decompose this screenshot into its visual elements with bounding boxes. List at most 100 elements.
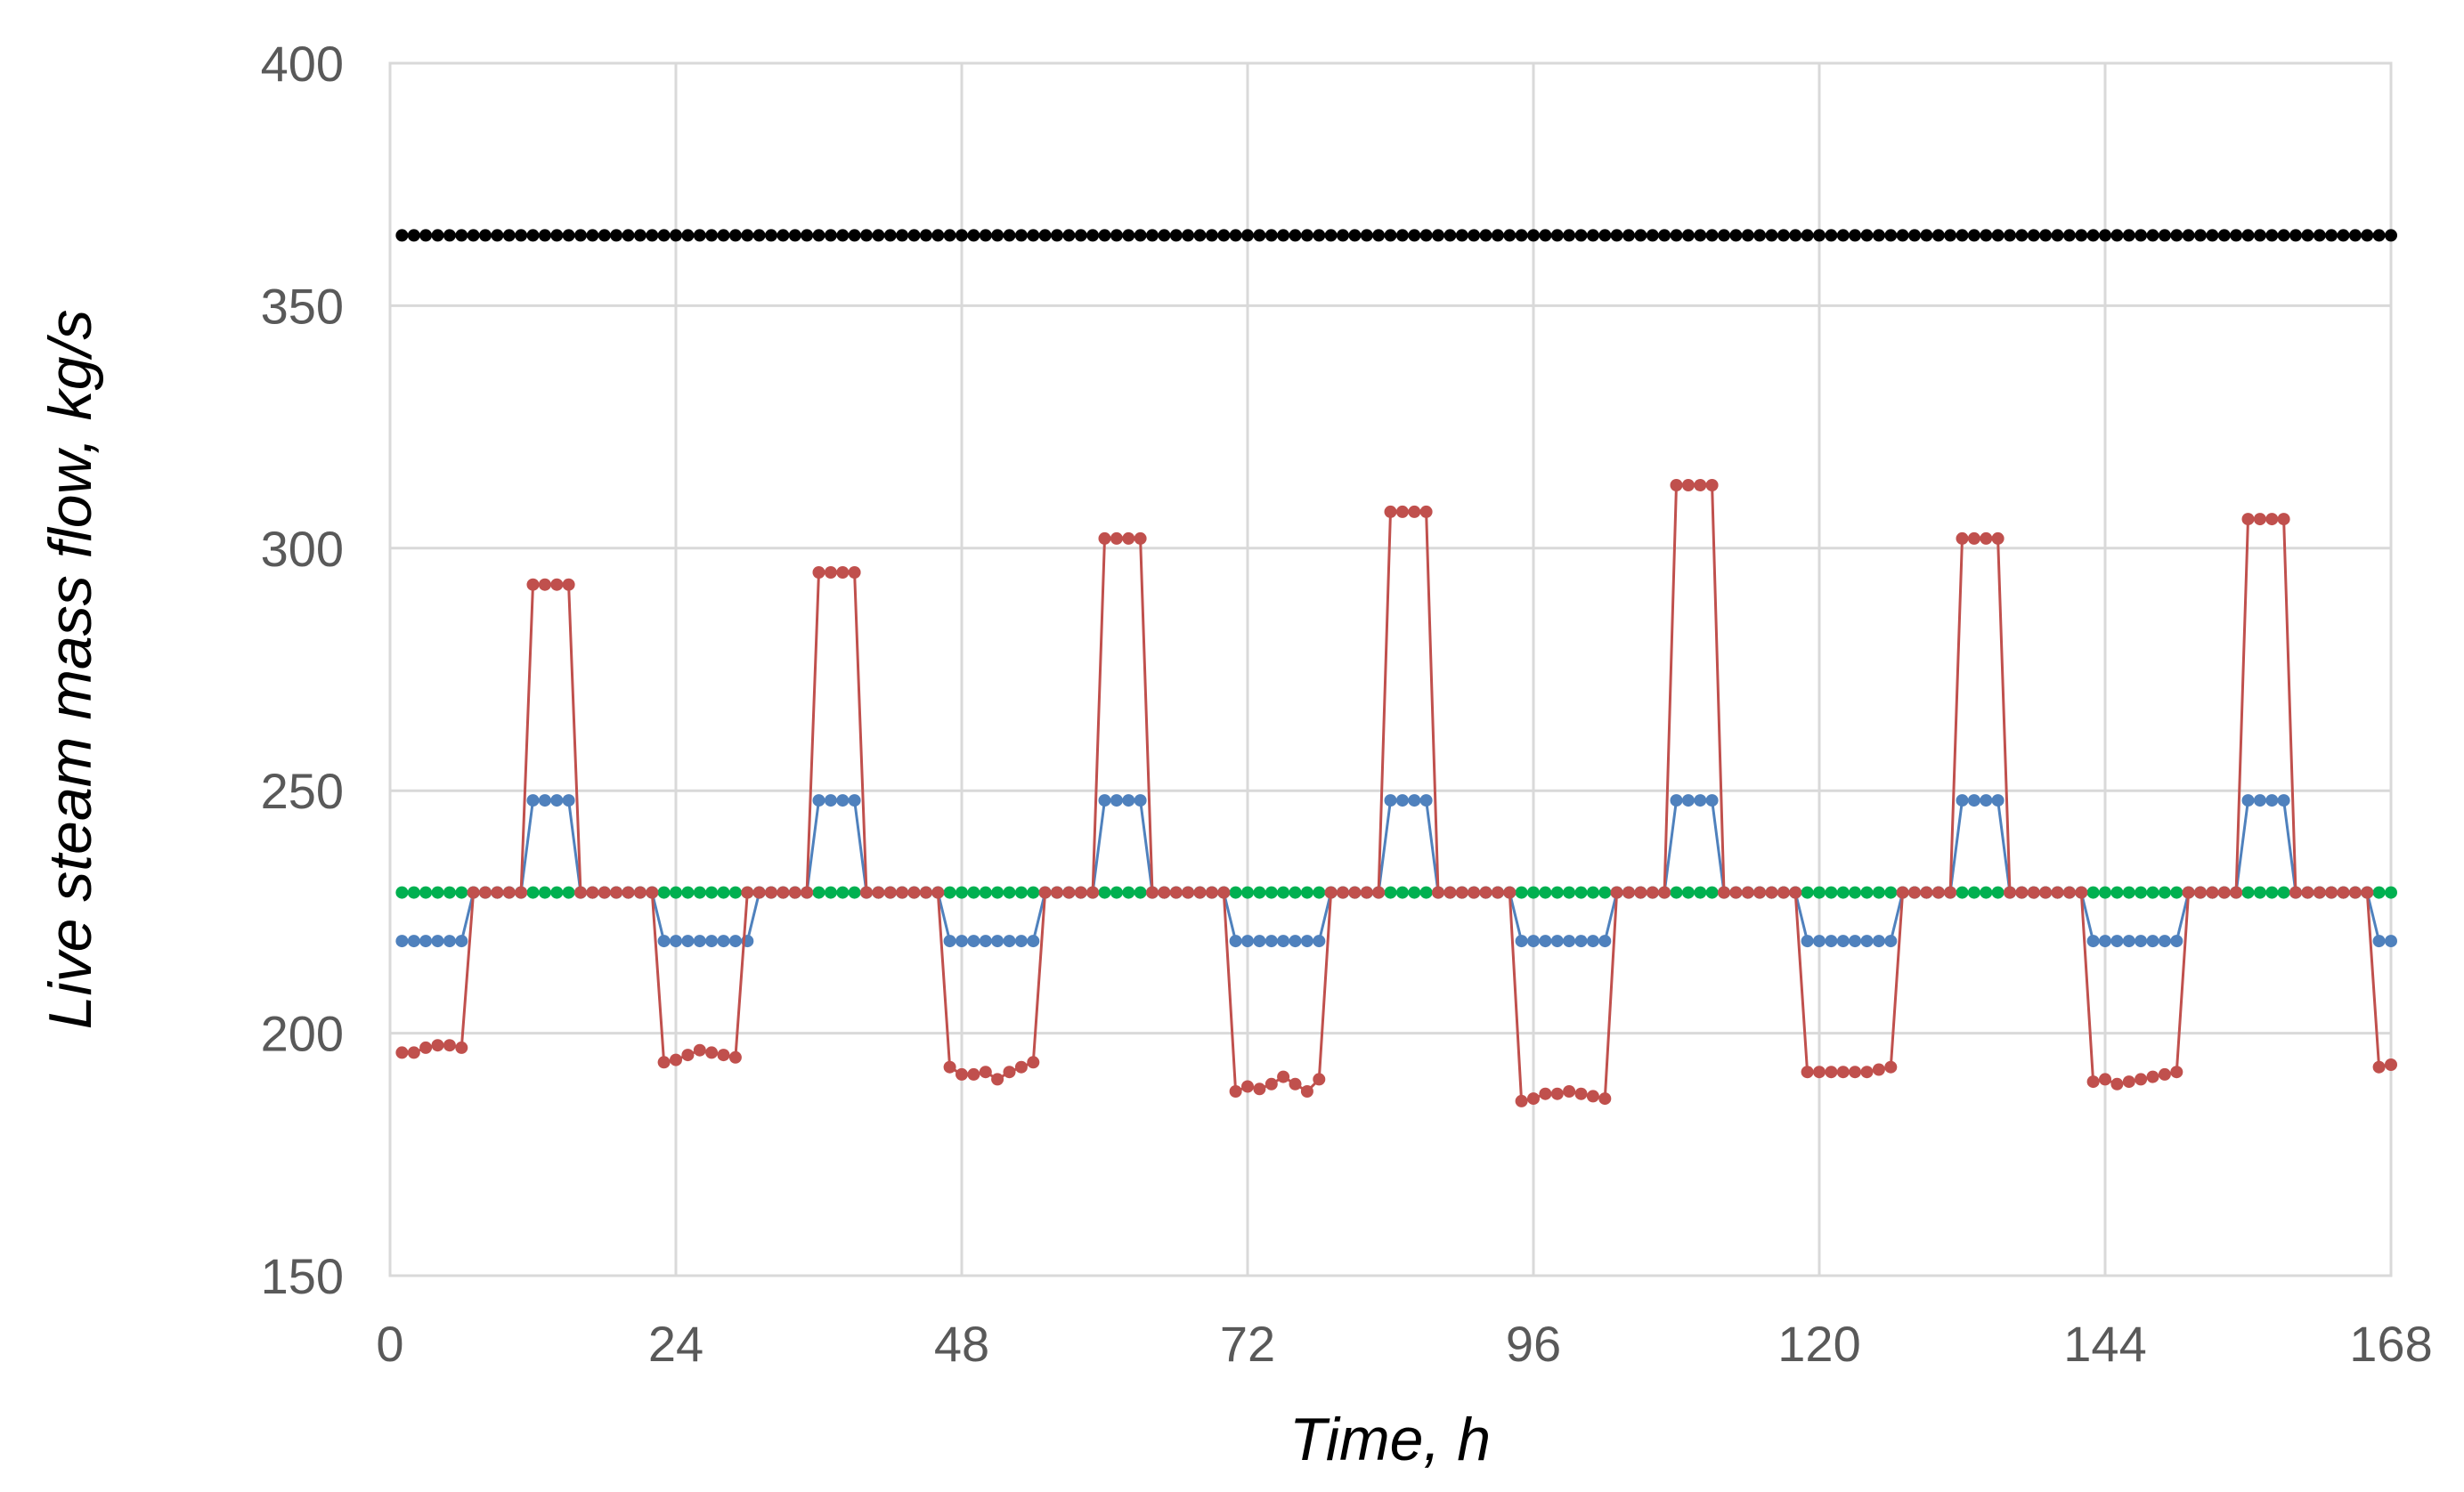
data-point (1801, 935, 1814, 948)
data-point (2158, 886, 2171, 899)
data-point (1610, 886, 1623, 899)
data-point (896, 229, 909, 242)
data-point (443, 229, 456, 242)
data-point (1670, 794, 1683, 807)
data-point (752, 886, 766, 899)
data-point (1360, 886, 1373, 899)
data-point (896, 886, 909, 899)
data-point (1408, 794, 1421, 807)
data-point (752, 229, 766, 242)
data-point (1825, 886, 1838, 899)
data-point (2004, 886, 2016, 899)
data-point (2253, 513, 2266, 526)
data-point (431, 1039, 444, 1052)
data-point (812, 886, 825, 899)
data-point (2170, 229, 2183, 242)
data-point (1694, 794, 1707, 807)
data-point (801, 229, 814, 242)
data-point (2313, 886, 2326, 899)
data-point (1610, 229, 1623, 242)
data-point (2194, 886, 2207, 899)
data-point (1241, 1080, 1254, 1093)
data-point (728, 229, 742, 242)
x-tick-label: 96 (1506, 1316, 1561, 1372)
data-point (2099, 886, 2111, 899)
data-point (1205, 886, 1218, 899)
data-point (2337, 886, 2350, 899)
data-point (2039, 229, 2053, 242)
data-point (1014, 1060, 1028, 1074)
data-point (705, 935, 719, 948)
data-point (705, 1046, 719, 1059)
plot-area (388, 61, 2393, 1277)
data-point (419, 935, 433, 948)
data-point (979, 229, 992, 242)
data-point (1884, 886, 1898, 899)
data-point (395, 229, 409, 242)
data-point (1908, 886, 1921, 899)
data-point (1765, 886, 1778, 899)
data-point (1825, 1066, 1838, 1079)
data-point (907, 886, 921, 899)
data-point (526, 578, 540, 591)
data-point (491, 886, 504, 899)
tick-labels: 150 200 250 300 350 400 0 24 48 72 96 120 144 168 (261, 36, 2433, 1372)
data-point (1550, 935, 1564, 948)
data-point (1372, 886, 1386, 899)
data-point (1074, 229, 1087, 242)
data-point (2086, 229, 2100, 242)
data-point (2265, 886, 2279, 899)
data-point (515, 229, 528, 242)
data-point (1896, 886, 1909, 899)
data-point (1991, 531, 2005, 545)
data-point (1956, 229, 1969, 242)
data-point (1967, 229, 1980, 242)
data-point (1586, 935, 1599, 948)
data-point (1694, 886, 1707, 899)
data-point (2265, 513, 2279, 526)
data-point (2206, 229, 2219, 242)
data-point (2027, 229, 2040, 242)
data-point (1980, 886, 1993, 899)
data-point (1158, 886, 1171, 899)
data-point (1860, 1066, 1874, 1079)
data-point (1443, 886, 1457, 899)
data-point (2385, 1058, 2397, 1071)
data-point (1229, 229, 1242, 242)
data-point (931, 229, 945, 242)
data-point (2385, 229, 2397, 242)
data-point (646, 229, 659, 242)
data-point (1777, 229, 1790, 242)
data-point (1182, 229, 1195, 242)
data-point (633, 229, 646, 242)
data-point (1360, 229, 1373, 242)
data-point (2325, 886, 2338, 899)
data-point (1849, 229, 1862, 242)
data-point (1348, 229, 1362, 242)
data-point (2075, 886, 2088, 899)
data-point (538, 886, 551, 899)
data-point (1134, 794, 1147, 807)
data-point (2039, 886, 2053, 899)
data-point (1705, 886, 1719, 899)
data-point (1598, 886, 1612, 899)
data-point (1646, 886, 1659, 899)
data-point (2385, 935, 2397, 948)
data-point (1729, 229, 1743, 242)
data-point (1062, 229, 1076, 242)
data-point (2099, 229, 2111, 242)
data-point (1110, 794, 1123, 807)
data-point (1539, 886, 1552, 899)
data-point (1705, 794, 1719, 807)
data-point (1324, 229, 1338, 242)
data-point (1931, 229, 1945, 242)
data-point (1550, 229, 1564, 242)
data-point (1479, 886, 1492, 899)
data-point (2337, 229, 2350, 242)
data-point (491, 229, 504, 242)
data-point (1003, 935, 1016, 948)
data-point (1289, 886, 1302, 899)
data-point (1134, 531, 1147, 545)
data-point (1110, 886, 1123, 899)
data-point (2110, 229, 2124, 242)
